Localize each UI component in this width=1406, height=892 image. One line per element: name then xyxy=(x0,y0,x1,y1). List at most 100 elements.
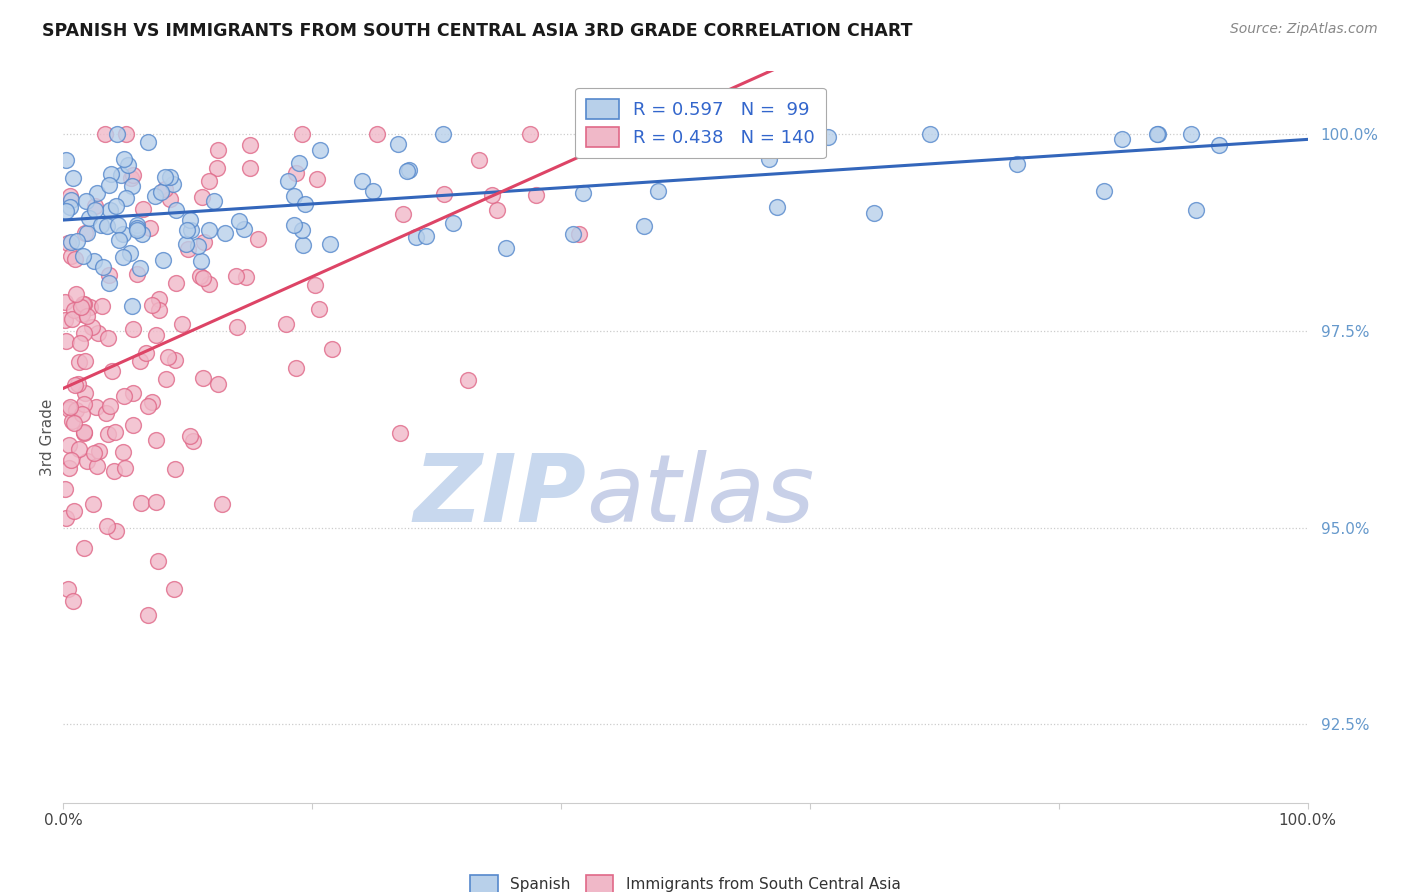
Point xyxy=(65,403,87,417)
Point xyxy=(170,317,193,331)
Point xyxy=(145,328,167,343)
Point xyxy=(98,399,121,413)
Point xyxy=(145,495,167,509)
Point xyxy=(87,326,110,341)
Point xyxy=(83,254,105,268)
Point xyxy=(75,386,97,401)
Point xyxy=(60,312,83,326)
Point xyxy=(606,128,628,143)
Point xyxy=(1005,156,1028,170)
Point xyxy=(98,277,121,291)
Point xyxy=(103,463,125,477)
Point xyxy=(72,297,94,311)
Point xyxy=(155,371,177,385)
Point xyxy=(63,252,86,266)
Point xyxy=(165,277,187,291)
Point xyxy=(405,229,427,244)
Point xyxy=(524,187,547,202)
Point xyxy=(97,178,120,193)
Point xyxy=(136,608,159,623)
Point xyxy=(53,313,76,327)
Point xyxy=(432,128,454,142)
Text: SPANISH VS IMMIGRANTS FROM SOUTH CENTRAL ASIA 3RD GRADE CORRELATION CHART: SPANISH VS IMMIGRANTS FROM SOUTH CENTRAL… xyxy=(42,22,912,40)
Point xyxy=(121,386,143,401)
Point xyxy=(73,326,96,340)
Point xyxy=(73,297,96,311)
Point xyxy=(58,461,80,475)
Point xyxy=(191,371,214,385)
Point xyxy=(82,497,104,511)
Point xyxy=(392,207,415,221)
Point xyxy=(758,153,780,167)
Point xyxy=(211,497,233,511)
Point xyxy=(284,361,307,376)
Point xyxy=(58,235,80,250)
Point xyxy=(174,237,197,252)
Point xyxy=(233,222,256,236)
Text: Source: ZipAtlas.com: Source: ZipAtlas.com xyxy=(1230,22,1378,37)
Point xyxy=(60,414,83,428)
Point xyxy=(62,594,84,608)
Point xyxy=(180,223,202,237)
Point xyxy=(55,204,77,219)
Text: ZIP: ZIP xyxy=(413,450,586,541)
Point xyxy=(179,429,201,443)
Point xyxy=(120,246,142,260)
Point xyxy=(125,219,148,233)
Point xyxy=(291,128,314,142)
Point xyxy=(76,310,98,324)
Point xyxy=(80,320,103,334)
Point xyxy=(578,128,600,142)
Point xyxy=(98,268,121,282)
Point xyxy=(60,249,83,263)
Point xyxy=(87,443,110,458)
Point xyxy=(86,459,108,474)
Point xyxy=(350,174,373,188)
Point xyxy=(246,232,269,246)
Point xyxy=(235,269,257,284)
Point xyxy=(304,277,326,292)
Point xyxy=(398,162,420,177)
Point xyxy=(1185,203,1208,218)
Point xyxy=(214,226,236,240)
Point xyxy=(122,417,145,432)
Point xyxy=(205,161,228,175)
Point xyxy=(59,188,82,202)
Point xyxy=(135,346,157,360)
Point xyxy=(361,184,384,198)
Point xyxy=(225,268,247,283)
Point xyxy=(73,354,96,368)
Point xyxy=(239,161,262,175)
Point xyxy=(70,307,93,321)
Point xyxy=(100,167,122,181)
Point xyxy=(772,128,794,142)
Point xyxy=(145,434,167,448)
Point xyxy=(53,295,76,310)
Point xyxy=(67,442,90,457)
Point xyxy=(686,128,709,142)
Point xyxy=(96,219,118,233)
Point xyxy=(131,227,153,242)
Point xyxy=(1180,128,1202,142)
Point xyxy=(193,235,215,250)
Point xyxy=(121,300,143,314)
Point xyxy=(97,331,120,345)
Point xyxy=(283,189,305,203)
Point xyxy=(308,144,330,158)
Point xyxy=(156,350,179,364)
Point xyxy=(190,254,212,268)
Point xyxy=(291,238,314,252)
Point xyxy=(139,221,162,235)
Point xyxy=(202,194,225,208)
Point xyxy=(863,206,886,220)
Point xyxy=(519,128,541,142)
Point xyxy=(59,193,82,207)
Point xyxy=(129,496,152,510)
Point xyxy=(294,197,316,211)
Point xyxy=(117,158,139,172)
Point xyxy=(485,203,508,218)
Point xyxy=(187,239,209,253)
Point xyxy=(457,373,479,387)
Point xyxy=(67,355,90,369)
Point xyxy=(76,226,98,240)
